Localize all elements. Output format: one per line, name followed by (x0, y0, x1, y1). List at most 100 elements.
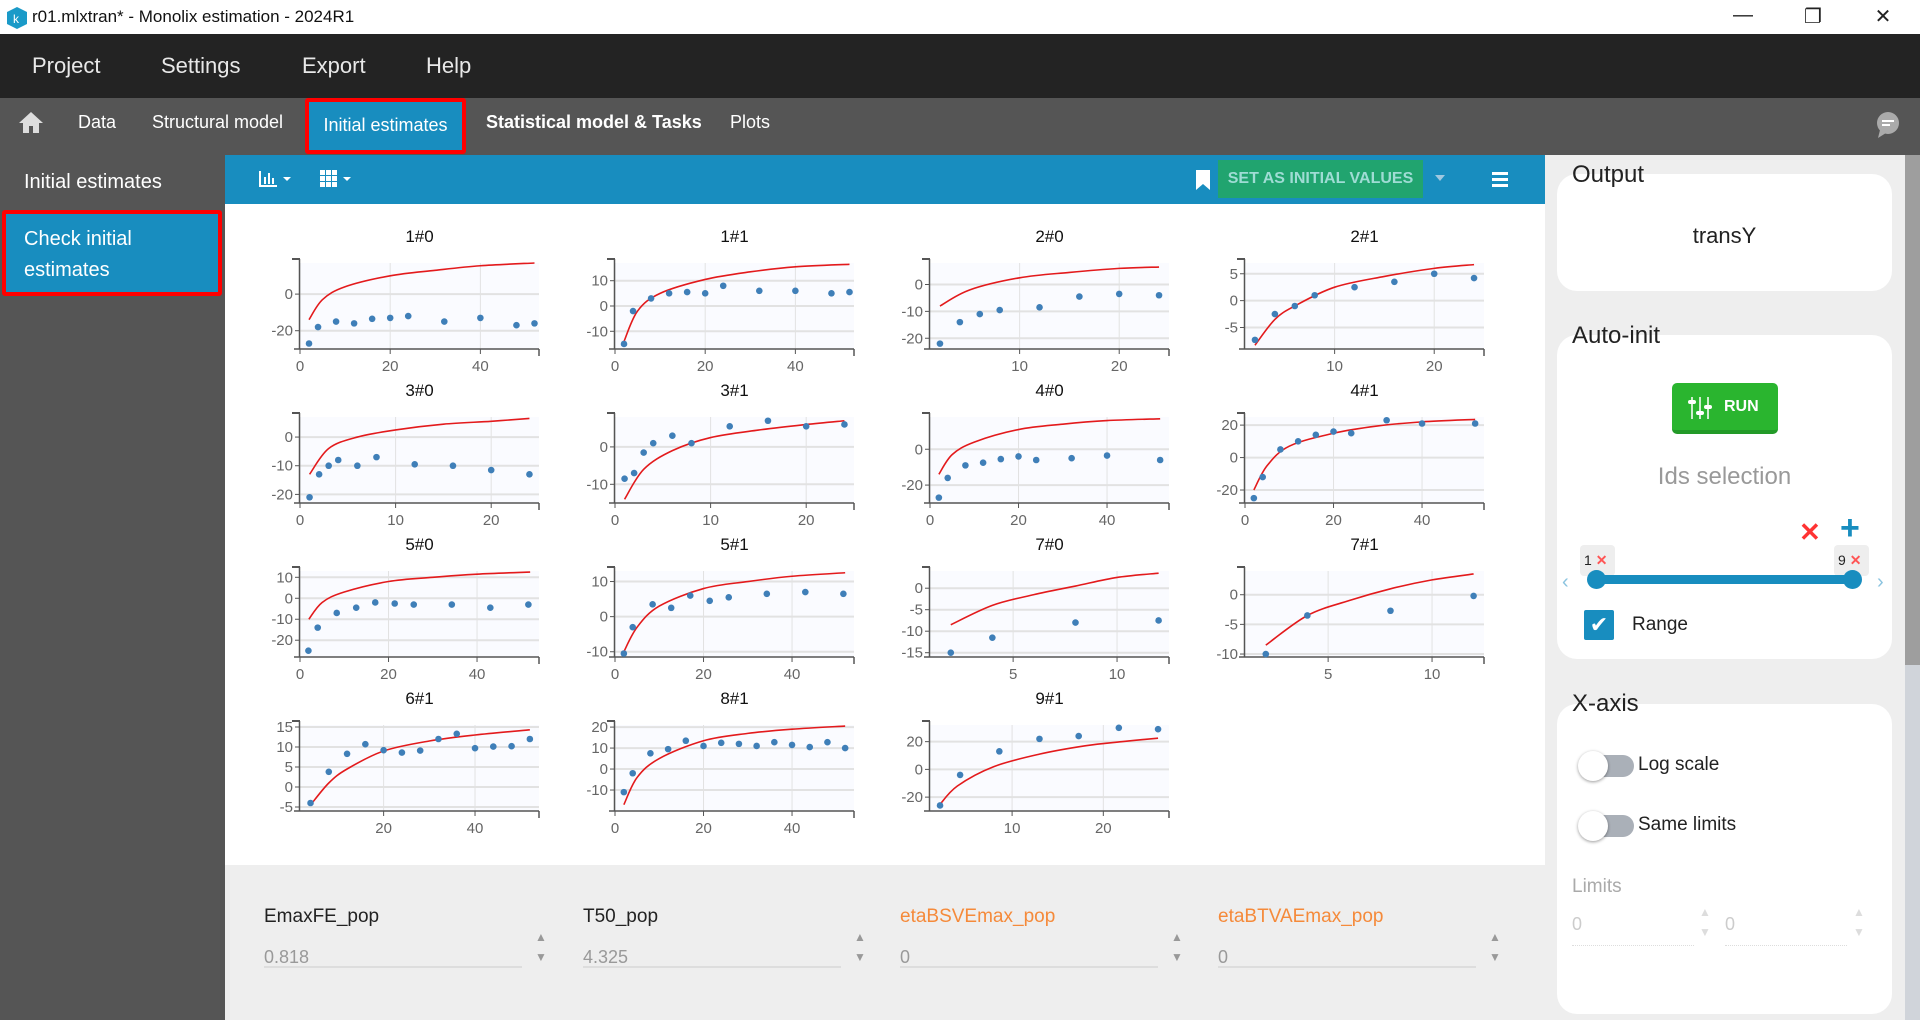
limit-max-stepper[interactable]: ▲ ▼ (1853, 905, 1865, 939)
observation-point (404, 312, 412, 320)
param-underline (264, 966, 522, 968)
subplot: 1#1 0 20 40 10 0 -10 (586, 227, 855, 375)
tab-plots[interactable]: Plots (730, 112, 771, 132)
limit-max-input[interactable]: 0 (1725, 914, 1847, 946)
sidebar-item-check-initial-estimates[interactable]: Check initial estimates (2, 210, 222, 296)
param-value-input[interactable]: 0 (900, 947, 911, 967)
y-tick-label: 20 (906, 734, 923, 751)
slider-min-handle[interactable] (1587, 570, 1606, 589)
limit-min-input[interactable]: 0 (1572, 914, 1694, 946)
menu-project[interactable]: Project (32, 53, 101, 78)
param-underline (583, 966, 841, 968)
observation-point (1072, 619, 1079, 626)
sliders-icon (1688, 397, 1712, 419)
x-tick-label: 20 (695, 820, 712, 837)
limit-min-stepper[interactable]: ▲ ▼ (1699, 905, 1711, 939)
tab-statistical-model[interactable]: Statistical model & Tasks (486, 112, 702, 132)
observation-point (1156, 456, 1164, 464)
observation-point (1155, 291, 1163, 299)
home-icon[interactable] (18, 110, 44, 134)
same-limits-toggle[interactable] (1578, 811, 1634, 841)
param-stepper[interactable]: ▲ ▼ (854, 930, 866, 964)
param-stepper[interactable]: ▲ ▼ (1171, 930, 1183, 964)
set-initial-dropdown-icon[interactable] (1433, 173, 1447, 183)
bookmark-icon[interactable] (1195, 169, 1211, 191)
y-tick-label: 15 (276, 719, 293, 736)
param-stepper[interactable]: ▲ ▼ (1489, 930, 1501, 964)
prediction-curve (1254, 263, 1475, 346)
subplot: 7#1 5 10 0 -5 -10 (1216, 535, 1485, 683)
log-scale-toggle[interactable] (1578, 751, 1634, 781)
output-value[interactable]: transY (1692, 223, 1757, 248)
restore-button[interactable]: ❐ (1804, 6, 1822, 28)
observation-point (1294, 438, 1302, 445)
x-tick-label: 40 (472, 358, 489, 375)
svg-text:k: k (13, 12, 20, 26)
tab-initial-estimates[interactable]: Initial estimates (305, 98, 466, 154)
observation-point (391, 600, 399, 607)
observation-point (828, 290, 835, 297)
observation-point (1036, 735, 1043, 743)
x-tick-label: 20 (380, 666, 397, 683)
observation-point (669, 432, 676, 439)
set-as-initial-values-button[interactable]: SET AS INITIAL VALUES (1218, 160, 1423, 198)
add-selection-icon[interactable]: + (1840, 509, 1860, 547)
prediction-curve (938, 737, 1159, 806)
param-value-input[interactable]: 0.818 (264, 947, 310, 967)
param-value-input[interactable]: 4.325 (583, 947, 629, 967)
slider-prev-icon[interactable]: ‹ (1562, 571, 1569, 593)
sidebar-title: Initial estimates (24, 171, 162, 193)
observation-point (629, 623, 637, 631)
chart-type-dropdown[interactable] (259, 169, 299, 189)
observation-point (531, 320, 538, 327)
range-checkbox[interactable]: ✔ (1584, 610, 1614, 640)
observation-point (526, 471, 533, 478)
sidebar: Initial estimates Check initial estimate… (0, 155, 225, 1020)
y-tick-label: 10 (591, 740, 608, 757)
minimize-button[interactable]: — (1733, 4, 1753, 26)
observation-point (448, 601, 456, 608)
chat-icon[interactable] (1874, 111, 1902, 139)
observation-point (947, 649, 955, 656)
param-etabsvemax-pop: etaBSVEmax_pop 0 ▲ ▼ (900, 865, 1200, 1020)
observation-point (1015, 453, 1022, 460)
hamburger-menu-icon[interactable] (1492, 170, 1510, 188)
x-tick-label: 40 (1099, 512, 1116, 529)
close-button[interactable]: ✕ (1874, 6, 1892, 28)
run-button[interactable]: RUN (1672, 383, 1778, 434)
observation-point (490, 743, 497, 750)
menu-export[interactable]: Export (302, 53, 366, 78)
observation-point (373, 453, 380, 461)
param-stepper[interactable]: ▲ ▼ (535, 930, 547, 964)
y-tick-label: -10 (901, 303, 923, 320)
scrollbar-thumb[interactable] (1905, 155, 1920, 665)
y-tick-label: 10 (276, 739, 293, 756)
x-tick-label: 20 (1426, 358, 1443, 375)
y-tick-label: 5 (1230, 266, 1238, 283)
x-tick-label: 5 (1324, 666, 1332, 683)
tab-structural-model[interactable]: Structural model (152, 112, 284, 132)
menu-settings[interactable]: Settings (161, 53, 241, 78)
observation-point (325, 462, 332, 470)
x-tick-label: 20 (1095, 820, 1112, 837)
observation-point (487, 466, 495, 474)
param-value-input[interactable]: 0 (1218, 947, 1229, 967)
observation-point (1347, 429, 1355, 437)
slider-max-handle[interactable] (1843, 570, 1862, 589)
clear-selection-icon[interactable]: ✕ (1799, 517, 1821, 547)
observation-point (314, 323, 322, 331)
subplot-title: 2#1 (1350, 227, 1378, 246)
remove-max-icon[interactable]: ✕ (1849, 552, 1862, 568)
layout-grid-dropdown[interactable] (320, 169, 360, 189)
param-emaxfe-pop: EmaxFE_pop 0.818 ▲ ▼ (264, 865, 564, 1020)
slider-next-icon[interactable]: › (1877, 571, 1884, 593)
menu-help[interactable]: Help (426, 53, 472, 78)
subplot-title: 3#0 (405, 381, 433, 400)
ids-range-slider[interactable] (1594, 575, 1854, 584)
observation-point (664, 745, 672, 753)
x-tick-label: 10 (1424, 666, 1441, 683)
tab-data[interactable]: Data (78, 112, 117, 132)
x-tick-label: 20 (1010, 512, 1027, 529)
remove-min-icon[interactable]: ✕ (1595, 552, 1608, 568)
